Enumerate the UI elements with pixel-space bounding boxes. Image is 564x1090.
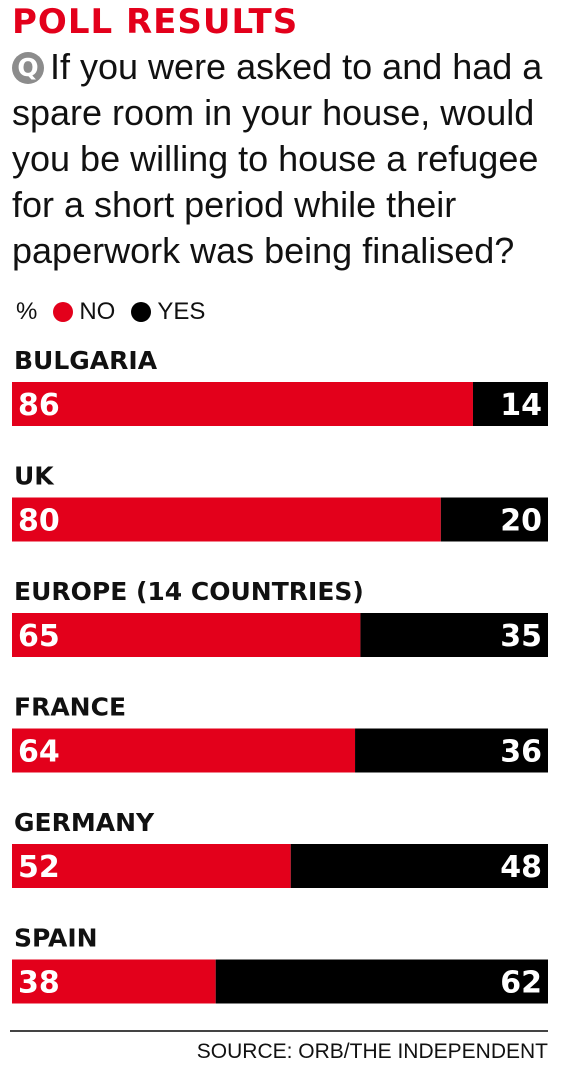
data-label-no: 38	[18, 966, 60, 1001]
category-label: BULGARIA	[14, 346, 158, 375]
legend-no-swatch	[53, 302, 74, 322]
data-label-yes: 14	[500, 388, 542, 423]
category-label: GERMANY	[14, 808, 155, 837]
legend-unit: %	[16, 298, 38, 325]
chart-title: POLL RESULTS	[12, 2, 299, 42]
bar-yes	[355, 728, 548, 773]
data-label-no: 86	[18, 388, 60, 423]
category-label: UK	[14, 462, 55, 491]
bar-no	[12, 844, 291, 888]
bar-yes	[360, 613, 548, 657]
bar-yes	[290, 844, 548, 888]
bar-yes	[440, 497, 548, 542]
data-label-no: 65	[18, 619, 60, 654]
question-mark-icon: Q	[12, 52, 44, 84]
question-text: If you were asked to and had a spare roo…	[12, 46, 543, 271]
bar-no	[12, 728, 356, 773]
data-label-yes: 36	[500, 735, 542, 770]
data-label-no: 64	[18, 735, 60, 770]
stacked-bar-chart: BULGARIA 86 14 UK 80 20 EUROPE (14 COUNTRIES) 6…	[12, 346, 548, 1004]
data-label-yes: 62	[500, 966, 542, 1001]
source-note: SOURCE: ORB/THE INDEPENDENT	[196, 1040, 548, 1063]
bar-yes	[472, 382, 548, 426]
bar-no	[12, 382, 473, 426]
legend: % NO YES	[16, 295, 221, 329]
bar-no	[12, 613, 361, 657]
category-label: EUROPE (14 COUNTRIES)	[14, 577, 364, 606]
legend-yes-label: YES	[157, 298, 206, 325]
category-label: FRANCE	[14, 693, 126, 722]
data-label-yes: 20	[500, 504, 542, 539]
bar-no	[12, 497, 441, 542]
category-label: SPAIN	[14, 924, 98, 953]
data-label-no: 80	[18, 504, 60, 539]
bar-no	[12, 959, 216, 1004]
legend-yes-swatch	[131, 302, 152, 322]
data-label-yes: 35	[500, 619, 542, 654]
data-label-yes: 48	[500, 850, 542, 885]
poll-question: Q If you were asked to and had a spare ro…	[12, 44, 552, 274]
footer-divider	[10, 1030, 548, 1032]
data-label-no: 52	[18, 850, 60, 885]
legend-no-label: NO	[79, 298, 116, 325]
bar-yes	[215, 959, 548, 1004]
